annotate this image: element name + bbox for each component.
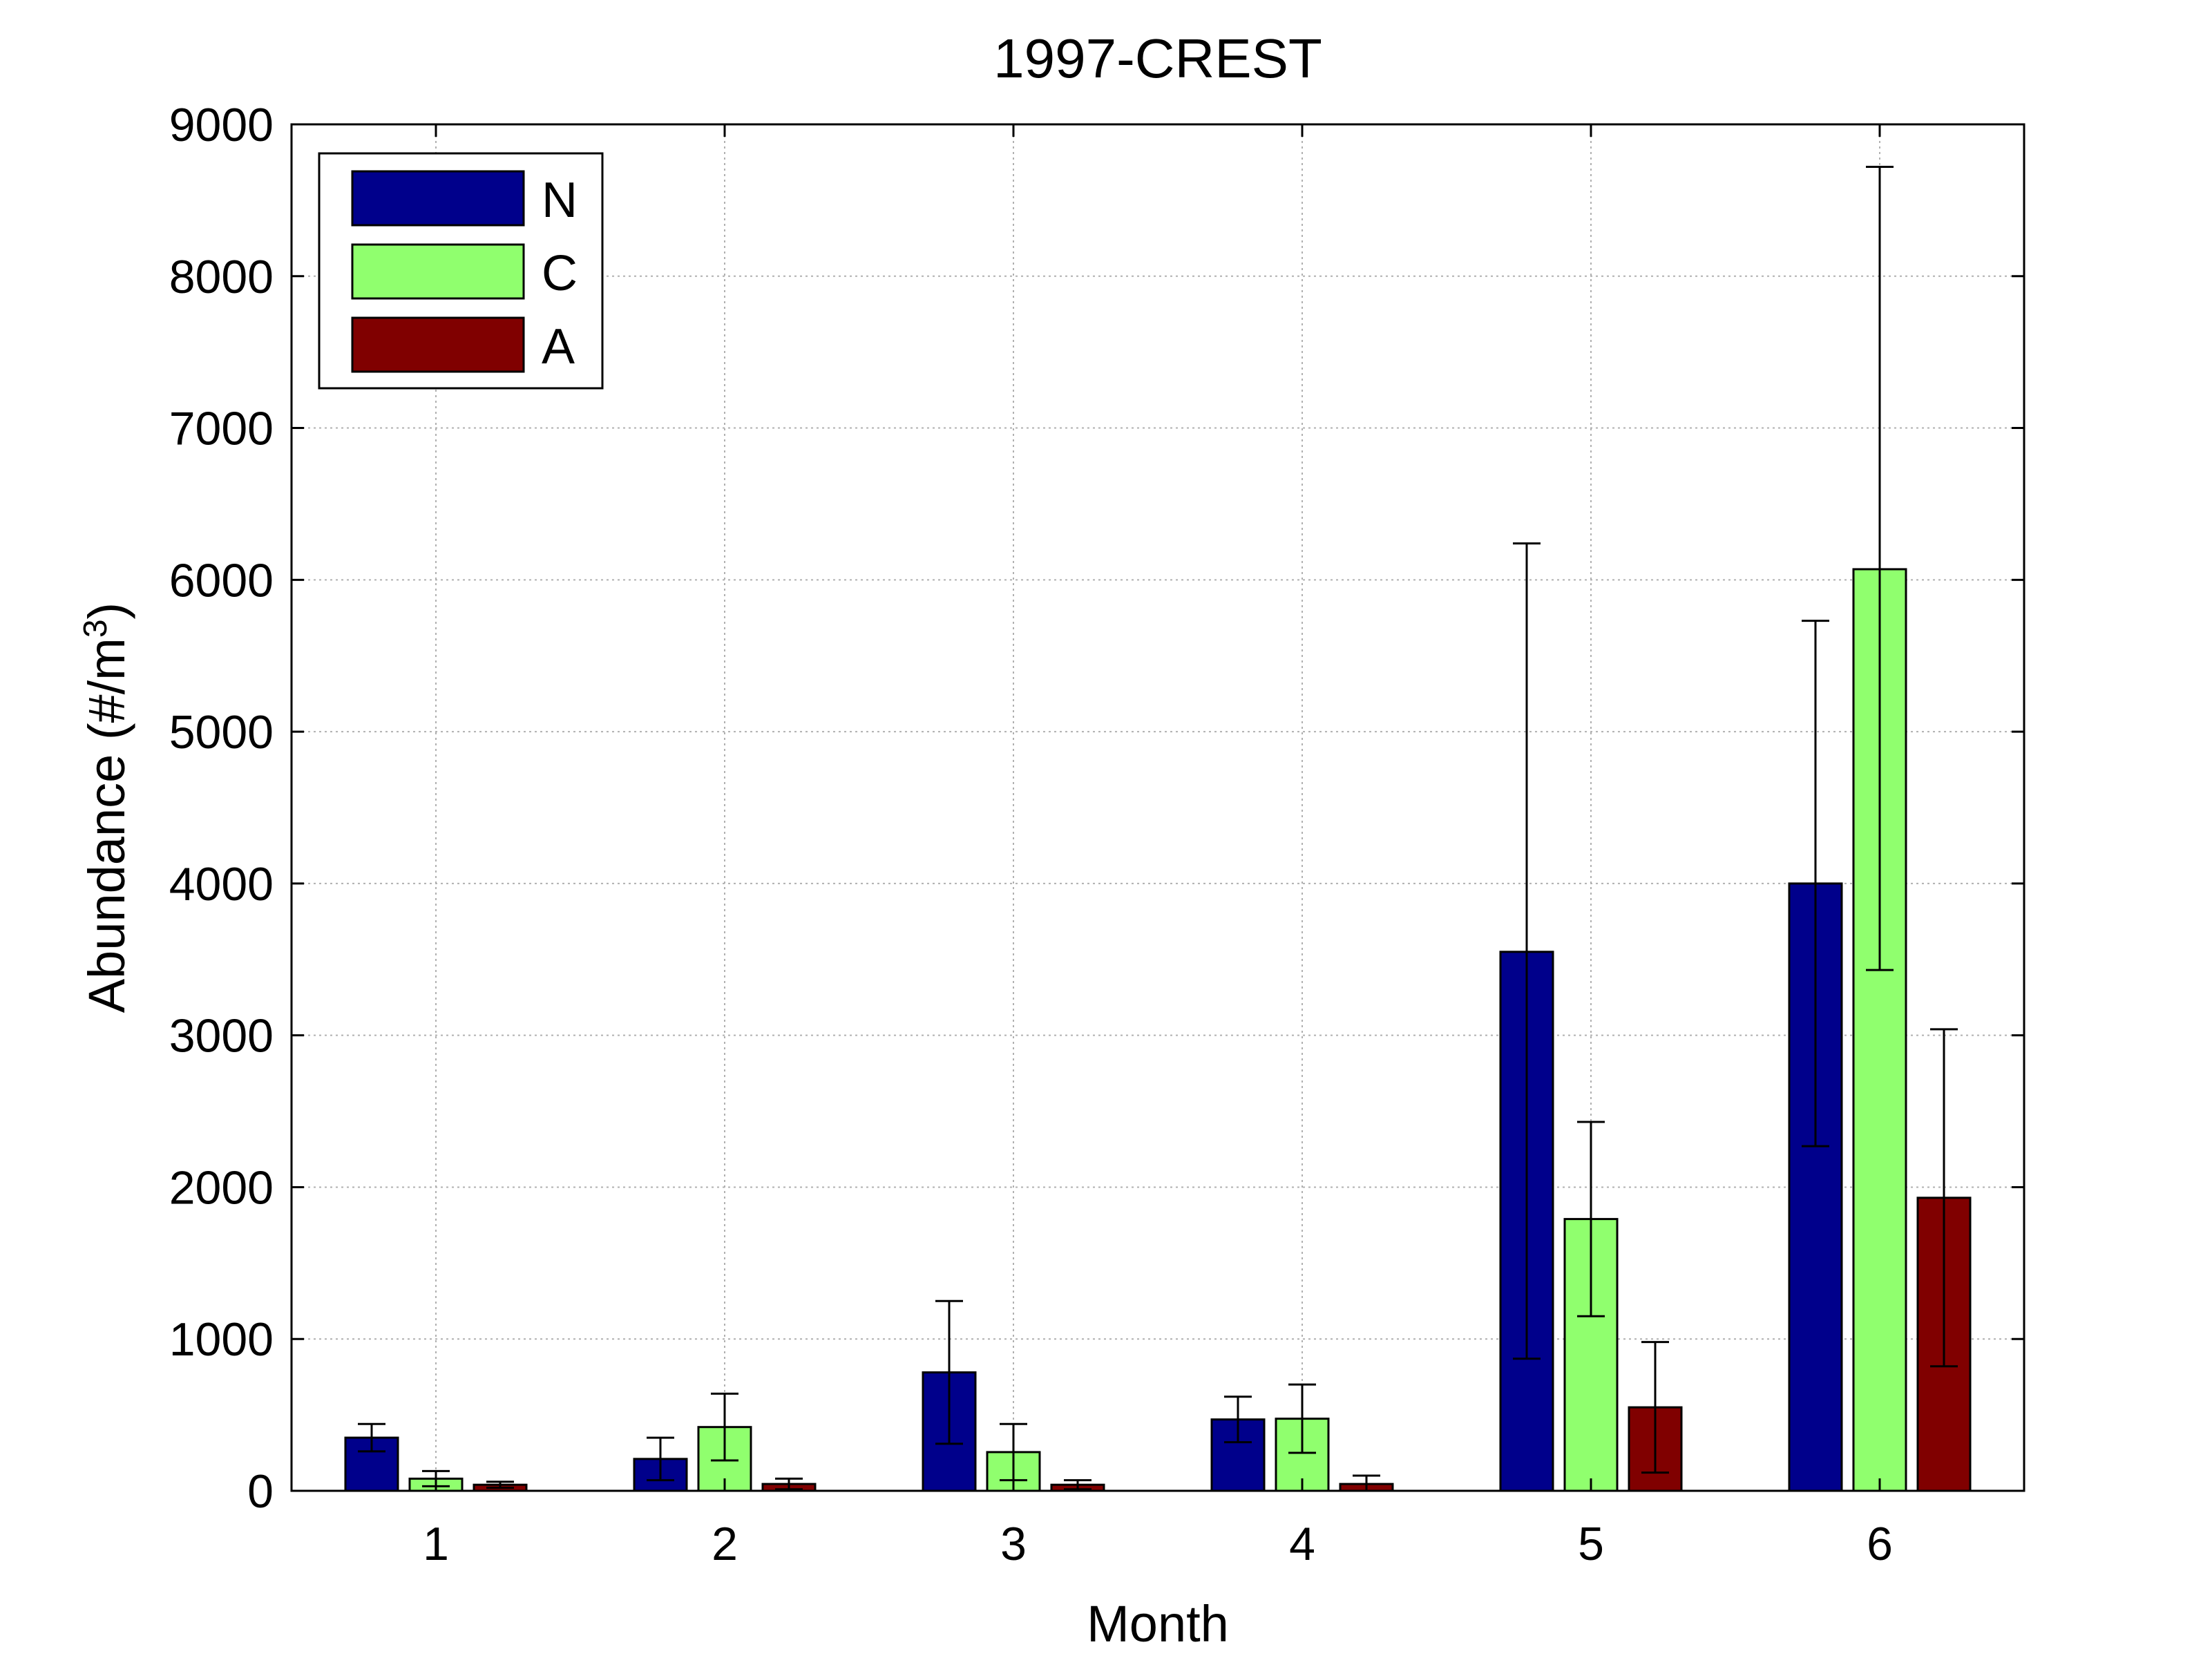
- y-tick-label: 5000: [169, 706, 274, 759]
- legend: NCA: [318, 152, 604, 390]
- y-tick-label: 7000: [169, 403, 274, 455]
- y-tick-label: 4000: [169, 858, 274, 911]
- legend-label-n: N: [542, 173, 578, 228]
- x-axis-label: Month: [1087, 1595, 1229, 1652]
- legend-swatch-a: [351, 316, 525, 373]
- y-axis-label: Abundance (#/m3): [77, 602, 136, 1013]
- x-tick-label: 6: [1867, 1518, 1893, 1570]
- y-tick-label: 6000: [169, 554, 274, 607]
- y-tick-label: 1000: [169, 1313, 274, 1366]
- y-tick-label: 2000: [169, 1161, 274, 1214]
- y-tick-label: 8000: [169, 251, 274, 303]
- chart-title: 1997-CREST: [993, 28, 1322, 89]
- y-tick-label: 0: [247, 1465, 274, 1518]
- plot-frame: [290, 123, 2025, 1492]
- x-tick-label: 4: [1289, 1518, 1315, 1570]
- x-tick-label: 1: [423, 1518, 449, 1570]
- legend-label-a: A: [542, 319, 575, 374]
- legend-label-c: C: [542, 246, 578, 301]
- y-tick-label: 3000: [169, 1010, 274, 1063]
- x-tick-label: 5: [1578, 1518, 1604, 1570]
- x-tick-label: 3: [1000, 1518, 1027, 1570]
- legend-swatch-c: [351, 243, 525, 300]
- x-tick-label: 2: [712, 1518, 738, 1570]
- y-axis-label-text: Abundance (#/m: [78, 638, 135, 1013]
- y-axis: 0 1000 2000 3000 4000 5000 6000 7000 8000 9000: [169, 99, 2024, 1518]
- legend-swatch-n: [351, 170, 525, 227]
- x-axis: 1 2 3 4 5 6: [423, 124, 1893, 1570]
- error-bars: [358, 166, 1958, 1492]
- y-tick-label: 9000: [169, 99, 274, 151]
- y-axis-label-superscript: 3: [77, 619, 114, 638]
- y-axis-label-suffix: ): [78, 602, 135, 620]
